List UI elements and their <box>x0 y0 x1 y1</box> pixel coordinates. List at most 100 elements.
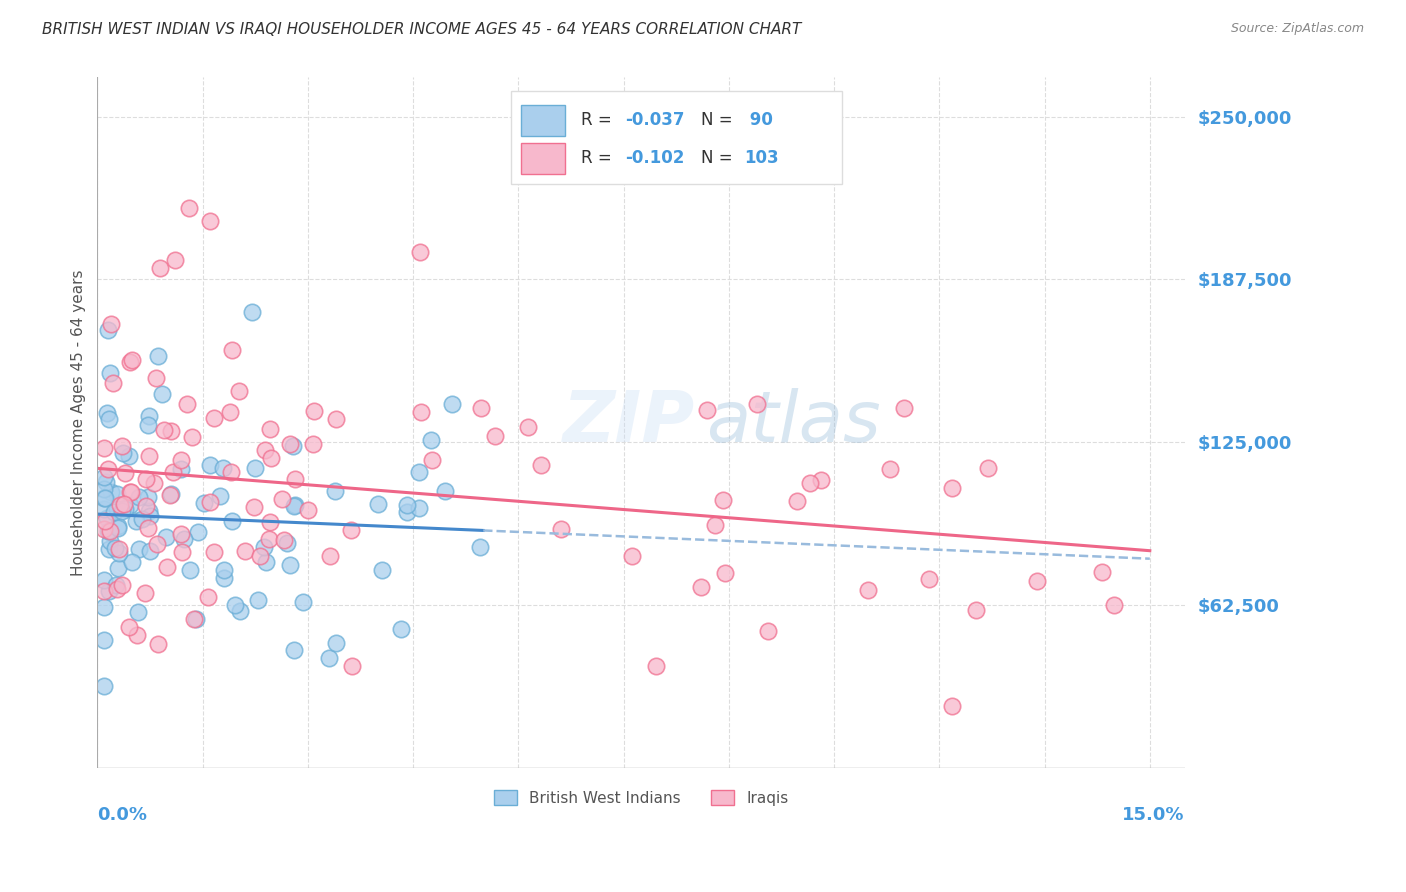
Point <box>187 525 209 540</box>
Point <box>128 490 150 504</box>
Point <box>93 482 115 496</box>
Text: R =: R = <box>581 149 623 167</box>
Point <box>409 405 432 419</box>
Point <box>254 443 277 458</box>
Point <box>108 542 131 557</box>
Point <box>93 502 115 516</box>
Point <box>247 593 270 607</box>
Point <box>340 524 363 538</box>
Point <box>107 561 129 575</box>
Point <box>696 403 718 417</box>
Point <box>273 533 295 547</box>
Point <box>93 679 115 693</box>
Point <box>93 441 115 455</box>
Point <box>181 430 204 444</box>
Point <box>146 637 169 651</box>
Point <box>396 498 419 512</box>
Text: atlas: atlas <box>706 388 882 457</box>
Point <box>93 584 115 599</box>
Point <box>121 555 143 569</box>
Point <box>114 502 136 516</box>
Point <box>292 595 315 609</box>
Point <box>156 560 179 574</box>
Point <box>162 465 184 479</box>
Point <box>212 461 235 475</box>
Point <box>219 405 242 419</box>
Point <box>319 549 342 564</box>
Point <box>484 429 506 443</box>
Point <box>1102 598 1125 612</box>
Point <box>104 578 127 592</box>
Point <box>284 472 307 486</box>
Point <box>240 305 263 319</box>
Point <box>799 476 821 491</box>
Point <box>340 658 363 673</box>
Point <box>105 487 128 501</box>
Point <box>107 519 129 533</box>
Point <box>212 571 235 585</box>
Point <box>101 376 124 390</box>
Text: -0.102: -0.102 <box>624 149 685 167</box>
Point <box>253 541 276 555</box>
FancyBboxPatch shape <box>522 105 565 136</box>
Point <box>93 573 115 587</box>
Point <box>516 420 538 434</box>
Point <box>127 605 149 619</box>
Point <box>97 524 120 538</box>
Point <box>125 628 148 642</box>
Point <box>440 397 463 411</box>
Point <box>128 541 150 556</box>
Point <box>941 699 963 714</box>
Y-axis label: Householder Income Ages 45 - 64 years: Householder Income Ages 45 - 64 years <box>72 269 86 576</box>
Point <box>145 537 167 551</box>
Point <box>125 514 148 528</box>
Point <box>470 401 492 416</box>
Point <box>550 522 572 536</box>
Point <box>134 585 156 599</box>
Point <box>879 462 901 476</box>
Point <box>183 612 205 626</box>
Point <box>965 603 987 617</box>
Point <box>111 439 134 453</box>
Point <box>198 494 221 508</box>
Point <box>145 371 167 385</box>
Point <box>284 498 307 512</box>
Point <box>149 260 172 275</box>
Point <box>135 472 157 486</box>
Point <box>212 563 235 577</box>
Point <box>278 558 301 572</box>
Point <box>96 406 118 420</box>
Point <box>197 590 219 604</box>
Point <box>283 439 305 453</box>
Point <box>202 411 225 425</box>
Point <box>170 453 193 467</box>
Point <box>121 353 143 368</box>
Point <box>396 505 419 519</box>
Point <box>318 651 340 665</box>
Point <box>97 542 120 557</box>
Point <box>159 488 181 502</box>
Point <box>259 422 281 436</box>
Point <box>1091 566 1114 580</box>
Point <box>420 433 443 447</box>
Point <box>179 563 201 577</box>
Point <box>114 466 136 480</box>
Point <box>155 530 177 544</box>
Point <box>118 498 141 512</box>
Point <box>370 563 392 577</box>
Point <box>1026 574 1049 589</box>
Point <box>254 555 277 569</box>
Point <box>221 343 243 358</box>
Point <box>93 633 115 648</box>
Point <box>93 522 115 536</box>
Point <box>219 465 242 479</box>
Point <box>259 515 281 529</box>
Text: 0.0%: 0.0% <box>97 805 148 823</box>
Point <box>160 424 183 438</box>
Point <box>280 437 302 451</box>
Point <box>243 461 266 475</box>
Point <box>150 387 173 401</box>
Point <box>977 460 1000 475</box>
Point <box>93 600 115 615</box>
Text: R =: R = <box>581 112 623 129</box>
